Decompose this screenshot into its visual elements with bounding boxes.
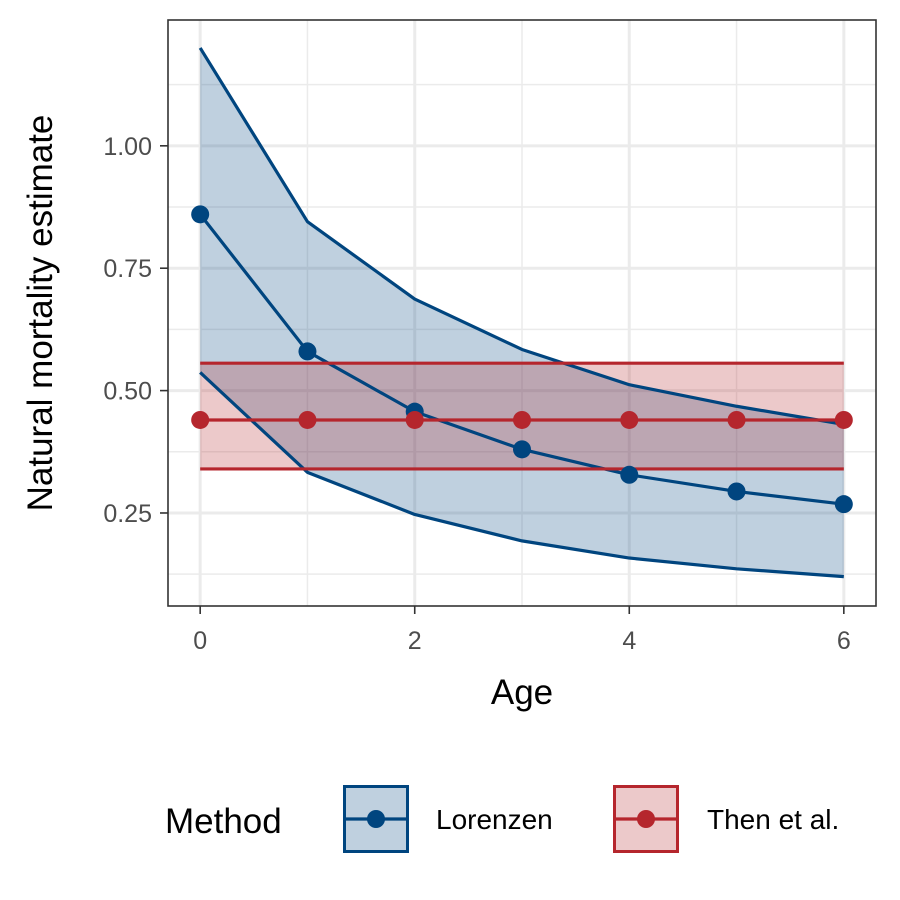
then-et-al-point xyxy=(191,410,210,429)
then-et-al-point xyxy=(405,410,424,429)
x-axis-title: Age xyxy=(491,673,553,712)
legend-key-point-lorenzen xyxy=(367,810,385,828)
then-et-al-point xyxy=(727,410,746,429)
lorenzen-point xyxy=(834,495,853,514)
y-tick-label: 0.25 xyxy=(103,500,152,528)
y-axis-title: Natural mortality estimate xyxy=(21,115,60,512)
series-points xyxy=(191,205,853,514)
lorenzen-point xyxy=(620,465,639,484)
then-et-al-point xyxy=(834,410,853,429)
lorenzen-lower-line xyxy=(199,371,844,579)
y-tick-label: 0.75 xyxy=(103,255,152,283)
lorenzen-point xyxy=(191,205,210,224)
legend-title: Method xyxy=(165,802,282,841)
y-tick-label: 1.00 xyxy=(103,133,152,161)
axes: 0 2 4 6 0.25 0.50 0.75 1.00 xyxy=(103,133,850,655)
x-tick-label: 0 xyxy=(193,627,207,655)
then-et-al-point xyxy=(620,410,639,429)
plot-panel-border xyxy=(167,19,877,607)
legend: Method Lorenzen Then et al. xyxy=(165,785,839,853)
lorenzen-band xyxy=(200,47,844,577)
then-et-al-point xyxy=(298,410,317,429)
legend-label-then-et-al: Then et al. xyxy=(707,804,839,835)
x-tick-label: 2 xyxy=(408,627,422,655)
legend-label-lorenzen: Lorenzen xyxy=(436,804,553,835)
legend-key-point-then-et-al xyxy=(637,810,655,828)
then-et-al-point xyxy=(513,410,531,429)
lorenzen-point xyxy=(513,440,531,459)
lorenzen-point xyxy=(727,482,746,501)
grid-lines xyxy=(168,20,876,606)
x-tick-label: 6 xyxy=(837,627,851,655)
lorenzen-point xyxy=(298,342,317,361)
y-tick-label: 0.50 xyxy=(103,378,152,406)
x-tick-label: 4 xyxy=(622,627,636,655)
lorenzen-upper-line xyxy=(198,47,845,426)
